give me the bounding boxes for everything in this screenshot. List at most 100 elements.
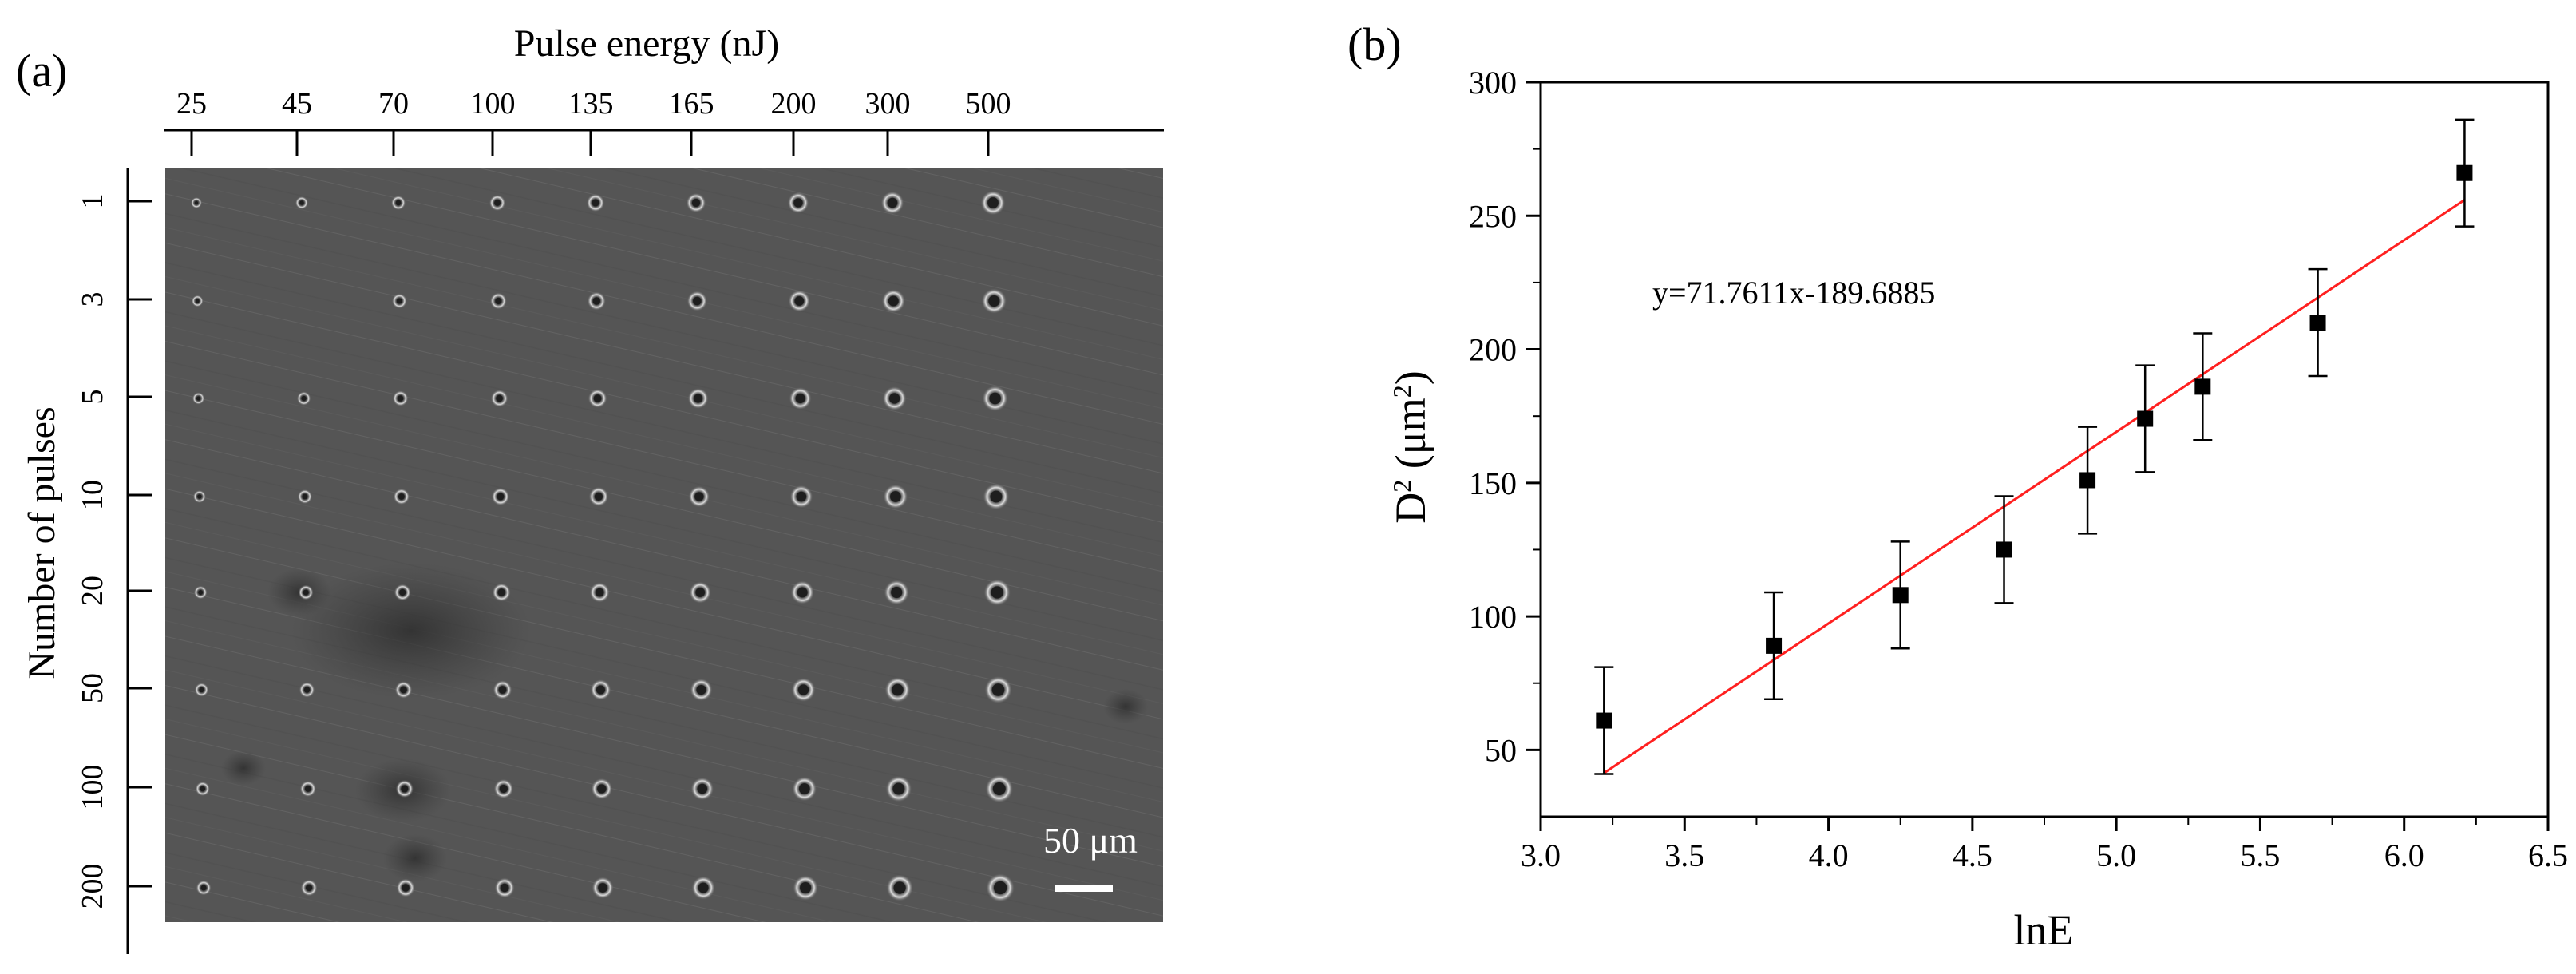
ablation-hole-core: [301, 395, 307, 402]
ablation-hole-core: [888, 295, 899, 307]
ablation-hole-core: [200, 786, 206, 792]
y-label-sup: 2: [1387, 480, 1416, 493]
ablation-hole-core: [395, 200, 402, 206]
ablation-hole-core: [304, 786, 311, 792]
ablation-hole-core: [494, 200, 501, 206]
ablation-hole-core: [800, 881, 812, 894]
pulse-tick-label: 100: [76, 765, 109, 810]
x-tick-label: 5.0: [2096, 837, 2136, 873]
energy-ticks: 25 45 70 100 135 165 200 300 500: [176, 87, 1011, 156]
pulse-tick-label: 20: [76, 576, 109, 606]
ablation-hole-core: [993, 881, 1007, 895]
ablation-hole-core: [991, 586, 1003, 599]
pulse-ticks: 1 3 5 10 20 50 100 200: [76, 194, 152, 909]
ablation-hole-core: [794, 296, 805, 306]
ablation-hole-core: [398, 493, 405, 500]
ablation-hole-core: [596, 685, 605, 695]
ablation-hole-core: [691, 198, 701, 208]
ablation-hole-core: [194, 200, 199, 205]
y-axis-label: D2 (μm2): [1387, 370, 1434, 523]
ablation-hole-core: [402, 884, 410, 892]
data-point: [1996, 541, 2012, 558]
y-ticks: 50 100 150 200 250 300: [1469, 65, 1541, 768]
x-tick-label: 3.5: [1664, 837, 1704, 873]
ablation-hole-core: [594, 492, 603, 501]
ablation-hole-core: [887, 197, 898, 208]
y-tick-label: 50: [1485, 732, 1517, 768]
x-tick-label: 3.0: [1521, 837, 1561, 873]
ablation-hole-core: [694, 492, 704, 501]
y-label-unit-sup: 2: [1387, 385, 1416, 398]
scale-bar: [1055, 885, 1113, 892]
sem-stain: [383, 834, 447, 882]
panel-a-ylabel: Number of pulses: [21, 406, 63, 679]
ablation-hole-core: [797, 587, 808, 598]
energy-tick-label: 25: [176, 87, 207, 121]
ablation-hole-core: [400, 686, 407, 694]
ablation-hole-core: [303, 589, 309, 596]
ablation-hole-core: [196, 396, 201, 401]
ablation-hole-core: [693, 296, 702, 306]
ablation-hole-core: [302, 493, 308, 500]
ablation-holes: [191, 190, 1015, 902]
x-tick-label: 5.5: [2240, 837, 2280, 873]
ablation-hole-core: [592, 199, 599, 207]
y-label-unit-open: (μm: [1387, 398, 1434, 479]
y-tick-label: 300: [1469, 65, 1517, 101]
ablation-hole-core: [198, 590, 204, 595]
energy-tick-label: 165: [669, 87, 714, 121]
ablation-hole-core: [500, 883, 509, 893]
x-axis-label: lnE: [2014, 906, 2074, 954]
ablation-hole-core: [990, 490, 1003, 503]
ablation-hole-core: [401, 785, 409, 793]
y-tick-label: 250: [1469, 198, 1517, 234]
sem-stain: [221, 750, 266, 786]
sem-scratches: [165, 168, 1163, 922]
panel-a-title: Pulse energy (nJ): [514, 22, 779, 65]
panel-b: (b) 3.0 3.5 4.0 4.5 5.0 5.5 6.0 6.5 50 100 150 200…: [1347, 18, 2568, 954]
ablation-hole-core: [496, 394, 503, 402]
ablation-hole-core: [893, 881, 906, 894]
pulse-tick-label: 1: [76, 194, 109, 209]
ablation-hole-core: [498, 686, 507, 694]
fit-line-group: [1603, 199, 2466, 774]
panel-a: (a) Pulse energy (nJ) Number of pulses 2…: [16, 22, 1164, 954]
data-points: [1594, 118, 2475, 775]
ablation-hole-core: [397, 395, 404, 402]
ablation-hole-core: [793, 198, 803, 208]
ablation-hole-core: [890, 491, 901, 502]
ablation-hole-core: [696, 684, 706, 695]
ablation-hole-core: [697, 783, 708, 794]
ablation-hole-core: [695, 588, 706, 597]
ablation-hole-core: [303, 687, 311, 693]
x-tick-label: 6.0: [2384, 837, 2424, 873]
ablation-hole-core: [598, 883, 607, 893]
ablation-hole-core: [989, 392, 1001, 405]
ablation-hole-core: [499, 784, 508, 794]
y-label-unit-close: ): [1387, 370, 1434, 385]
ablation-hole-core: [595, 588, 604, 597]
ablation-hole-core: [592, 297, 601, 305]
ablation-hole-core: [299, 200, 304, 205]
ablation-hole-core: [891, 586, 903, 599]
energy-tick-label: 300: [865, 87, 911, 121]
ablation-hole-core: [798, 783, 810, 794]
data-point: [1596, 712, 1612, 729]
energy-tick-label: 70: [378, 87, 409, 121]
ablation-hole-core: [698, 882, 709, 893]
pulse-tick-label: 3: [76, 292, 109, 307]
y-tick-label: 100: [1469, 599, 1517, 635]
ablation-hole-core: [495, 297, 502, 305]
ablation-hole-core: [195, 299, 200, 303]
energy-tick-label: 135: [568, 87, 614, 121]
ablation-hole-core: [892, 782, 905, 795]
scale-bar-label: 50 μm: [1043, 820, 1138, 861]
pulse-tick-label: 10: [76, 480, 109, 510]
ablation-hole-core: [497, 493, 505, 501]
ablation-hole-core: [795, 393, 805, 404]
ablation-hole-core: [597, 784, 607, 794]
panel-a-label: (a): [16, 45, 67, 97]
x-tick-label: 6.5: [2528, 837, 2568, 873]
plot-frame: [1539, 81, 2550, 818]
